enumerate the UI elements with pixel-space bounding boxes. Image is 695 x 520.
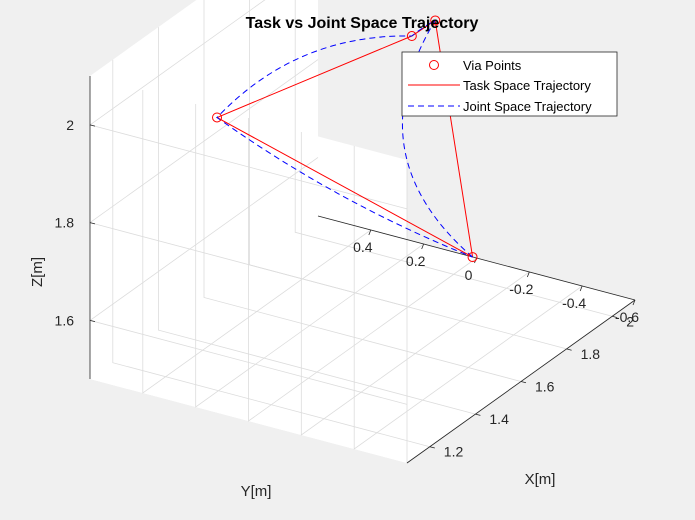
y-tick-label: -0.6 <box>615 309 639 325</box>
joint-space-trajectory <box>216 19 473 258</box>
x-tick-label: 2 <box>626 313 634 329</box>
z-tick-label: 2 <box>66 117 74 133</box>
y-tick-mark <box>421 243 425 250</box>
y-tick-mark <box>579 285 583 292</box>
grid-line-y <box>248 118 477 422</box>
via-point-marker <box>212 112 223 123</box>
y-tick-mark <box>368 229 372 236</box>
legend-task-label: Task Space Trajectory <box>463 78 591 93</box>
y-tick-mark <box>632 299 636 306</box>
x-tick-mark <box>429 446 435 449</box>
legend-via-marker <box>429 60 439 70</box>
x-tick-label: 1.4 <box>489 411 509 427</box>
z-tick-mark <box>89 222 96 225</box>
y-tick-label: -0.2 <box>509 281 533 297</box>
y-tick-label: 0 <box>465 267 473 283</box>
x-tick-mark <box>520 381 527 384</box>
legend-via-label: Via Points <box>463 58 522 73</box>
chart-title: Task vs Joint Space Trajectory <box>246 15 479 32</box>
grid-line-y <box>353 146 583 450</box>
grid-line-y <box>300 132 530 436</box>
x-axis-label: X[m] <box>525 471 556 488</box>
z-tick-label: 1.6 <box>55 312 75 328</box>
y-tick-label: -0.4 <box>562 295 586 311</box>
x-tick-mark <box>612 315 618 318</box>
y-tick-label: 0.2 <box>406 253 426 269</box>
x-tick-label: 1.8 <box>581 346 601 362</box>
z-axis-label: Z[m] <box>29 257 46 287</box>
y-tick-mark <box>526 271 530 278</box>
legend: Via Points Task Space Trajectory Joint S… <box>401 51 618 117</box>
x-tick-mark <box>566 348 572 351</box>
grid-line-y <box>195 104 424 408</box>
z-tick-mark <box>89 319 96 323</box>
z-tick-mark <box>89 124 96 127</box>
x-tick-label: 1.6 <box>535 379 555 395</box>
grid-line-y <box>142 90 372 394</box>
x-tick-mark <box>475 413 481 416</box>
via-point-marker <box>430 15 441 26</box>
y-axis-label: Y[m] <box>241 483 272 500</box>
y-tick-label: 0.4 <box>353 239 373 255</box>
tick-labels: 1.21.41.61.82-0.6-0.4-0.200.20.41.61.82 <box>55 117 640 460</box>
via-point-marker <box>406 31 417 42</box>
x-tick-label: 1.2 <box>444 444 464 460</box>
z-tick-label: 1.8 <box>55 215 75 231</box>
via-point-marker <box>467 252 478 263</box>
legend-joint-label: Joint Space Trajectory <box>463 99 592 114</box>
